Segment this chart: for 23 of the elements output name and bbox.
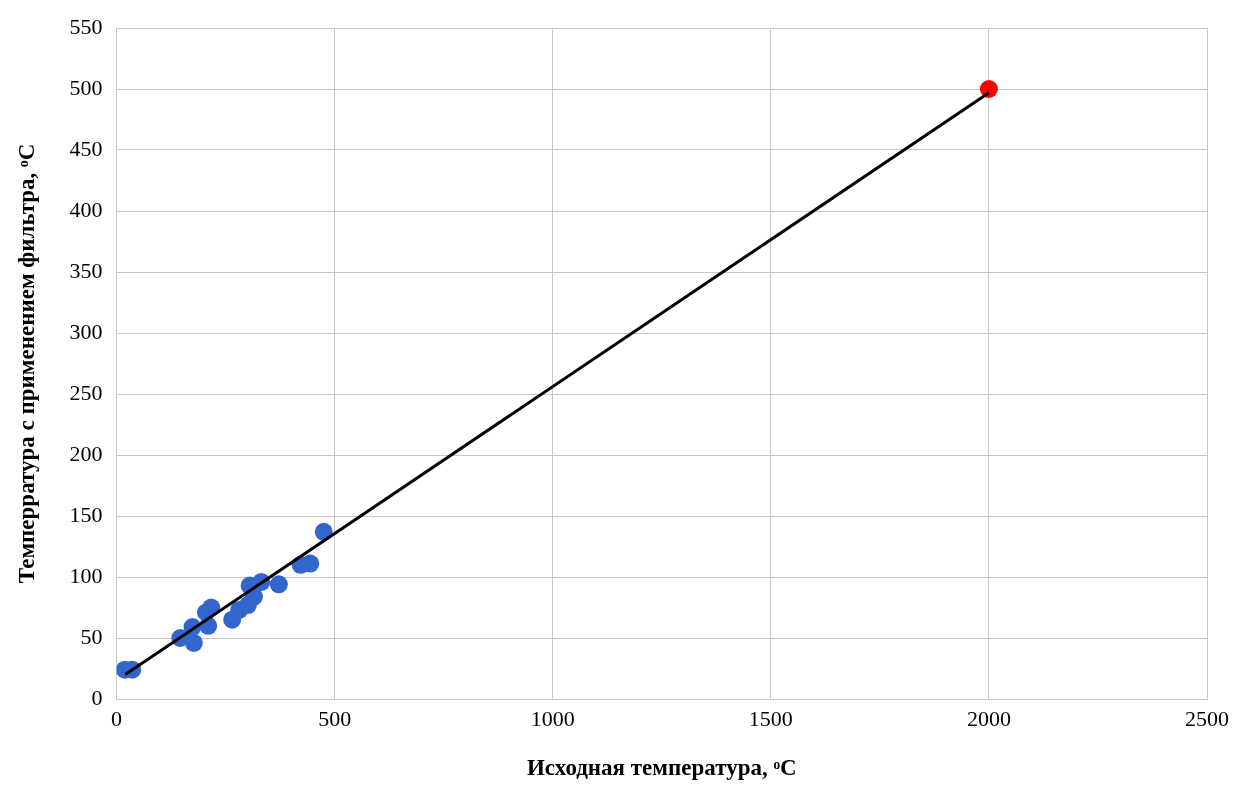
x-tick-label: 500 — [318, 705, 352, 731]
x-tick-label: 1500 — [748, 705, 793, 731]
point — [184, 633, 203, 652]
y-tick-label: 550 — [69, 13, 103, 39]
y-tick-label: 150 — [69, 501, 103, 527]
point — [979, 80, 998, 98]
x-tick-label: 1000 — [530, 705, 575, 731]
y-tick-label: 100 — [69, 562, 103, 588]
y-tick-label: 500 — [69, 74, 103, 100]
y-tick-label: 400 — [69, 196, 103, 222]
y-axis-title: Темперратура с применением фильтра, ᵒC — [13, 143, 39, 584]
y-tick-label: 0 — [91, 684, 103, 710]
point — [269, 575, 288, 594]
y-tick-label: 50 — [80, 623, 103, 649]
x-tick-label: 2000 — [966, 705, 1011, 731]
y-tick-label: 300 — [69, 318, 103, 344]
x-tick-label: 0 — [111, 705, 123, 731]
x-axis-title: Исходная температура, ᵒC — [526, 755, 797, 781]
y-tick-label: 250 — [69, 379, 103, 405]
y-tick-label: 200 — [69, 440, 103, 466]
y-tick-label: 450 — [69, 135, 103, 161]
y-tick-label: 350 — [69, 257, 103, 283]
x-tick-label: 2500 — [1185, 705, 1229, 731]
